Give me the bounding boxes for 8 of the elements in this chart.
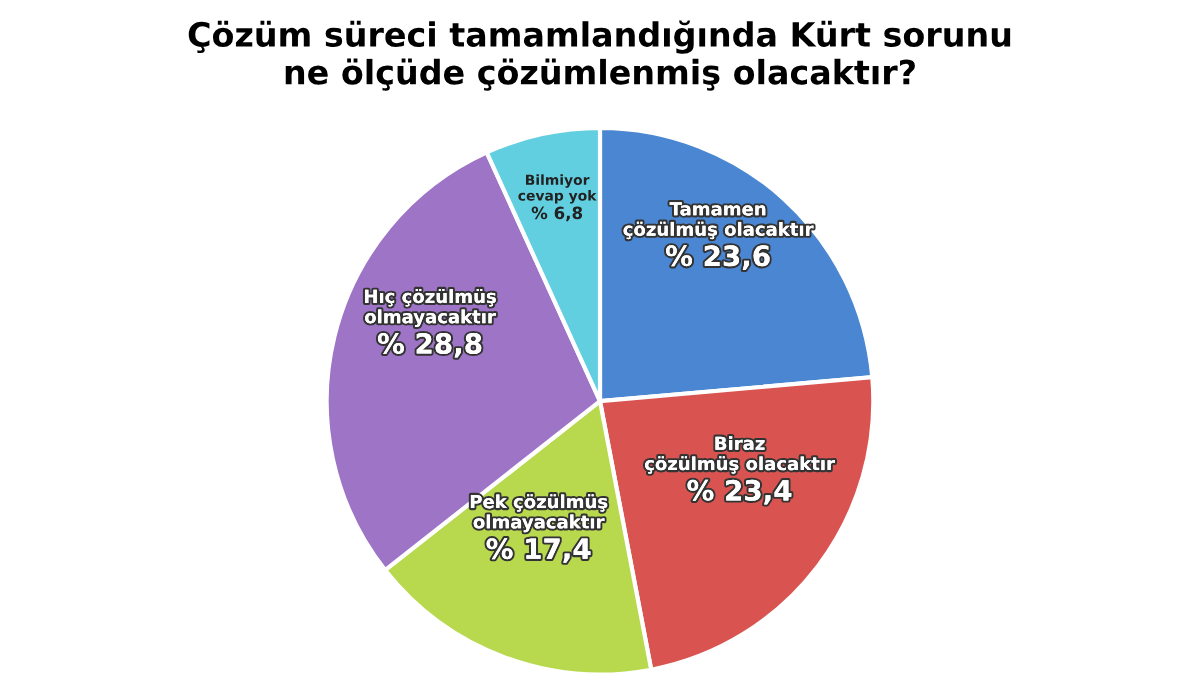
data-label: % 23,4: [687, 479, 792, 505]
slice-label: Hıç çözülmüş olmayacaktır: [365, 288, 496, 328]
chart-title: Çözüm süreci tamamlandığında Kürt sorunu ne ölçüde çözümlenmiş olacaktır?: [188, 20, 1011, 91]
slice-label: Biraz çözülmüş olacaktır: [644, 436, 835, 474]
data-label: % 17,4: [486, 538, 591, 563]
data-label: % 28,8: [377, 332, 482, 358]
data-label: % 6,8: [531, 206, 583, 222]
data-label: % 23,6: [666, 245, 770, 270]
